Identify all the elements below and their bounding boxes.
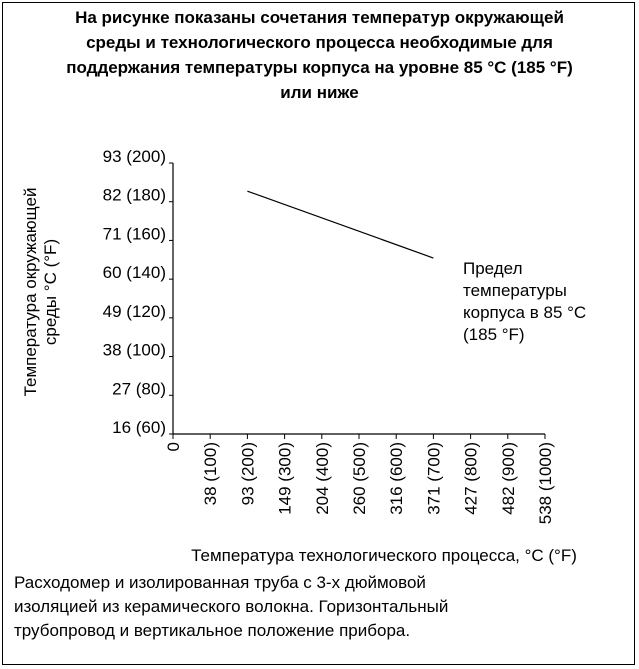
x-tick-label: 427 (800) — [462, 442, 481, 515]
x-tick-label: 38 (100) — [201, 442, 220, 505]
y-tick-label: 38 (100) — [103, 341, 166, 360]
annotation-label: корпуса в 85 °C — [463, 303, 586, 322]
title-line: среды и технологического процесса необхо… — [86, 33, 553, 52]
x-tick-label: 482 (900) — [499, 442, 518, 515]
x-tick-label: 0 — [164, 442, 183, 451]
y-tick-label: 71 (160) — [103, 224, 166, 243]
annotation-label: (185 °F) — [463, 325, 525, 344]
y-tick-label: 27 (80) — [112, 379, 166, 398]
series-line — [247, 190, 434, 259]
y-tick-label: 82 (180) — [103, 186, 166, 205]
caption-line: Расходомер и изолированная труба с 3-х д… — [14, 573, 426, 592]
chart-title: На рисунке показаны сочетания температур… — [3, 5, 636, 105]
x-tick-label: 93 (200) — [238, 442, 257, 505]
caption-line: трубопровод и вертикальное положение при… — [14, 621, 411, 640]
x-tick-label: 149 (300) — [276, 442, 295, 515]
annotation-label: температуры — [463, 281, 567, 300]
y-tick-label: 93 (200) — [103, 147, 166, 166]
annotation-label: Предел — [463, 259, 522, 278]
caption-line: изоляцией из керамического волокна. Гори… — [14, 597, 449, 616]
y-axis-title: Температура окружающей — [21, 188, 40, 397]
y-axis-title: среды °C (°F) — [41, 239, 60, 345]
x-tick-label: 260 (500) — [350, 442, 369, 515]
title-line: поддержания температуры корпуса на уровн… — [66, 58, 573, 77]
y-tick-label: 60 (140) — [103, 263, 166, 282]
y-tick-label: 49 (120) — [103, 302, 166, 321]
x-tick-label: 371 (700) — [424, 442, 443, 515]
title-line: На рисунке показаны сочетания температур… — [75, 8, 564, 27]
title-line: или ниже — [280, 83, 359, 102]
x-axis-title: Температура технологического процесса, °… — [191, 546, 577, 565]
figure-caption: Расходомер и изолированная труба с 3-х д… — [14, 571, 614, 643]
y-tick-label: 16 (60) — [112, 418, 166, 437]
x-tick-label: 204 (400) — [313, 442, 332, 515]
x-tick-label: 538 (1000) — [536, 442, 555, 524]
x-tick-label: 316 (600) — [387, 442, 406, 515]
